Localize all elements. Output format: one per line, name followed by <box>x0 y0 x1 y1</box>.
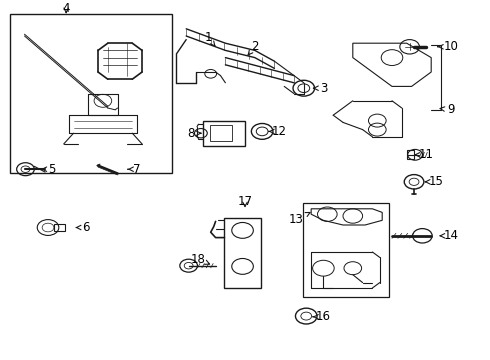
Bar <box>303 203 389 297</box>
Text: 17: 17 <box>238 195 252 208</box>
Bar <box>407 150 414 159</box>
Bar <box>10 14 172 173</box>
Text: 4: 4 <box>62 3 70 15</box>
Text: 13: 13 <box>289 212 310 226</box>
Text: 1: 1 <box>204 31 215 46</box>
Text: 11: 11 <box>415 148 434 161</box>
Text: 3: 3 <box>314 82 327 95</box>
Text: 6: 6 <box>76 221 90 234</box>
Bar <box>54 224 65 231</box>
Text: 10: 10 <box>438 40 458 53</box>
Bar <box>224 218 261 288</box>
Text: 15: 15 <box>425 175 443 188</box>
Text: 9: 9 <box>440 103 455 116</box>
Text: 5: 5 <box>42 163 55 176</box>
Text: 7: 7 <box>128 163 141 176</box>
Text: 18: 18 <box>191 253 210 266</box>
Text: 8: 8 <box>187 127 201 140</box>
Text: 2: 2 <box>248 40 259 55</box>
Text: 14: 14 <box>440 229 458 242</box>
Text: 16: 16 <box>313 310 331 323</box>
Text: 12: 12 <box>269 125 287 138</box>
Bar <box>210 125 232 141</box>
Bar <box>203 121 245 146</box>
